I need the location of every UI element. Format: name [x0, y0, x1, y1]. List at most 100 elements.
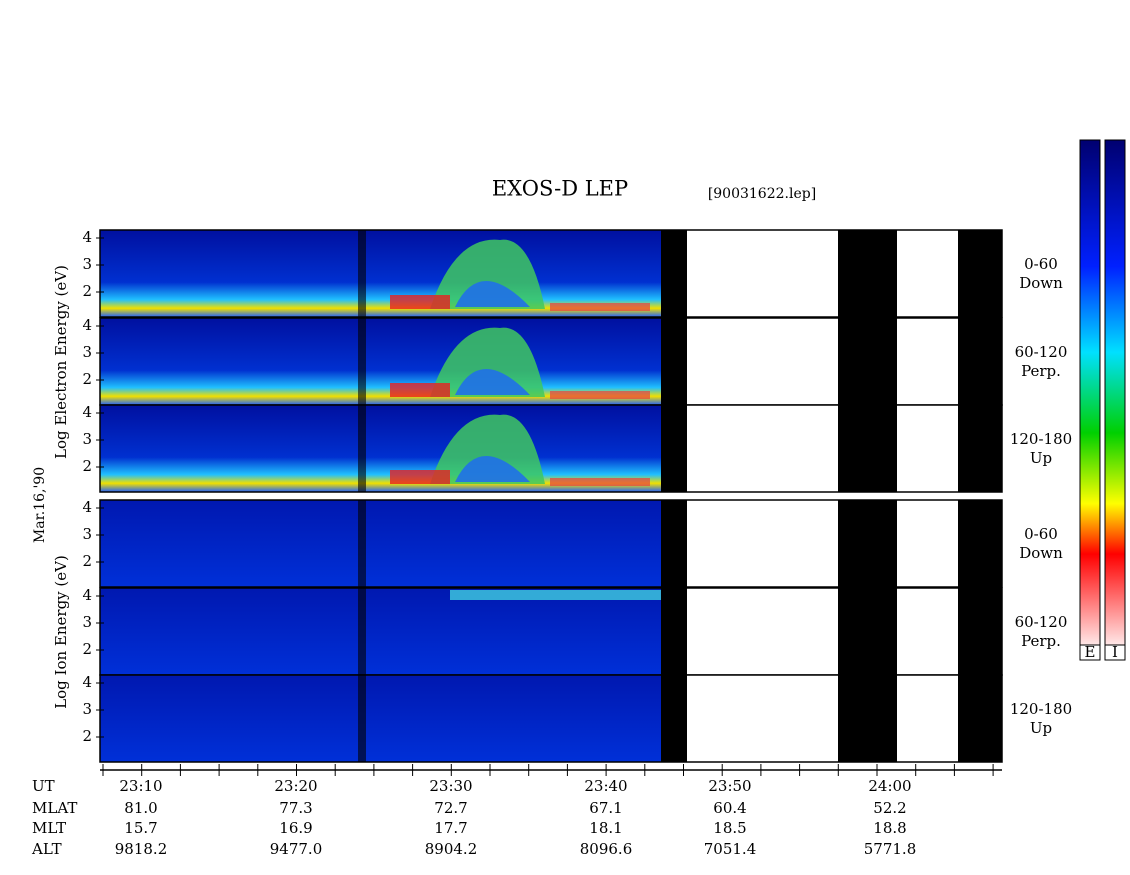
panel-frame — [99, 499, 1003, 588]
title: EXOS-D LEP — [492, 177, 628, 201]
blank — [661, 675, 1002, 762]
pitch-direction: Up — [1030, 449, 1052, 467]
spectrogram-feature — [430, 414, 545, 484]
pitch-range: 0-60 — [1024, 255, 1058, 273]
y-tick-label: 2 — [82, 552, 92, 570]
y-tick-label: 2 — [82, 370, 92, 388]
row-value: 23:30 — [429, 777, 472, 795]
row-value: 23:10 — [119, 777, 162, 795]
noise-line — [358, 675, 366, 762]
row-value: 23:50 — [708, 777, 751, 795]
colorbar-label: E — [1085, 643, 1096, 661]
row-value: 67.1 — [589, 799, 622, 817]
pitch-direction: Perp. — [1021, 362, 1061, 380]
row-value: 24:00 — [868, 777, 911, 795]
blank — [661, 500, 1002, 587]
blank — [661, 318, 1002, 405]
no-data — [958, 588, 1002, 675]
spectrogram — [100, 230, 661, 317]
blank — [661, 230, 1002, 317]
row-value: 9477.0 — [270, 840, 323, 858]
row-name: MLAT — [32, 799, 77, 817]
no-data — [661, 675, 687, 762]
row-value: 23:20 — [274, 777, 317, 795]
row-value: 9818.2 — [115, 840, 168, 858]
row-value: 8904.2 — [425, 840, 478, 858]
pitch-range: 120-180 — [1010, 430, 1072, 448]
y-tick-label: 2 — [82, 640, 92, 658]
colorbar-label: I — [1112, 643, 1118, 661]
y-tick-label: 4 — [82, 228, 92, 246]
row-value: 18.5 — [713, 819, 746, 837]
no-data — [958, 230, 1002, 317]
spectrogram — [100, 405, 661, 492]
row-value: 18.8 — [873, 819, 906, 837]
noise-line — [358, 500, 366, 587]
row-value: 15.7 — [124, 819, 157, 837]
electron-axis-label: Log Electron Energy (eV) — [52, 265, 70, 459]
pitch-direction: Up — [1030, 719, 1052, 737]
noise-line — [358, 588, 366, 675]
spectrogram-feature — [455, 456, 530, 482]
spectrogram — [100, 500, 661, 587]
no-data — [661, 405, 687, 492]
y-tick-label: 4 — [82, 403, 92, 421]
panel-frame — [99, 674, 1003, 763]
date: Mar.16,'90 — [32, 467, 48, 543]
spectrogram-feature — [450, 590, 661, 600]
spectrogram-feature — [550, 478, 650, 486]
blank — [661, 405, 1002, 492]
no-data — [661, 230, 687, 317]
row-value: 77.3 — [279, 799, 312, 817]
no-data — [838, 230, 897, 317]
pitch-direction: Perp. — [1021, 632, 1061, 650]
no-data — [661, 318, 687, 405]
pitch-range: 0-60 — [1024, 525, 1058, 543]
colorbar-label-box — [1104, 644, 1126, 661]
no-data — [958, 405, 1002, 492]
ion-axis-label: Log Ion Energy (eV) — [52, 555, 70, 709]
panel-frame — [99, 229, 1003, 318]
spectrogram-feature — [430, 239, 545, 309]
spectrogram-feature — [550, 303, 650, 311]
blank — [661, 588, 1002, 675]
y-tick-label: 4 — [82, 586, 92, 604]
row-value: 8096.6 — [580, 840, 633, 858]
spectrogram — [100, 675, 661, 762]
pitch-direction: Down — [1019, 544, 1063, 562]
noise-line — [358, 230, 366, 317]
no-data — [838, 500, 897, 587]
no-data — [661, 588, 687, 675]
row-value: 18.1 — [589, 819, 622, 837]
spectrogram — [100, 588, 661, 675]
y-tick-label: 4 — [82, 316, 92, 334]
pitch-range: 60-120 — [1015, 343, 1068, 361]
spectrogram-feature — [390, 470, 450, 484]
pitch-direction: Down — [1019, 274, 1063, 292]
row-value: 7051.4 — [704, 840, 757, 858]
no-data — [661, 500, 687, 587]
spectrogram-feature — [455, 369, 530, 395]
y-tick-label: 3 — [82, 613, 92, 631]
row-value: 60.4 — [713, 799, 746, 817]
y-tick-label: 3 — [82, 430, 92, 448]
spectrogram — [100, 318, 661, 405]
y-tick-label: 2 — [82, 457, 92, 475]
row-name: MLT — [32, 819, 66, 837]
y-tick-label: 2 — [82, 727, 92, 745]
spectrogram-feature — [390, 383, 450, 397]
noise-line — [358, 318, 366, 405]
no-data — [838, 318, 897, 405]
row-value: 17.7 — [434, 819, 467, 837]
row-value: 81.0 — [124, 799, 157, 817]
colorbar — [1079, 139, 1101, 646]
colorbar-label-box — [1079, 644, 1101, 661]
row-value: 72.7 — [434, 799, 467, 817]
spectrogram-feature — [550, 391, 650, 399]
no-data — [958, 675, 1002, 762]
row-value: 16.9 — [279, 819, 312, 837]
file-name: [90031622.lep] — [708, 186, 816, 202]
row-value: 23:40 — [584, 777, 627, 795]
no-data — [958, 318, 1002, 405]
spectrogram-feature — [390, 295, 450, 309]
